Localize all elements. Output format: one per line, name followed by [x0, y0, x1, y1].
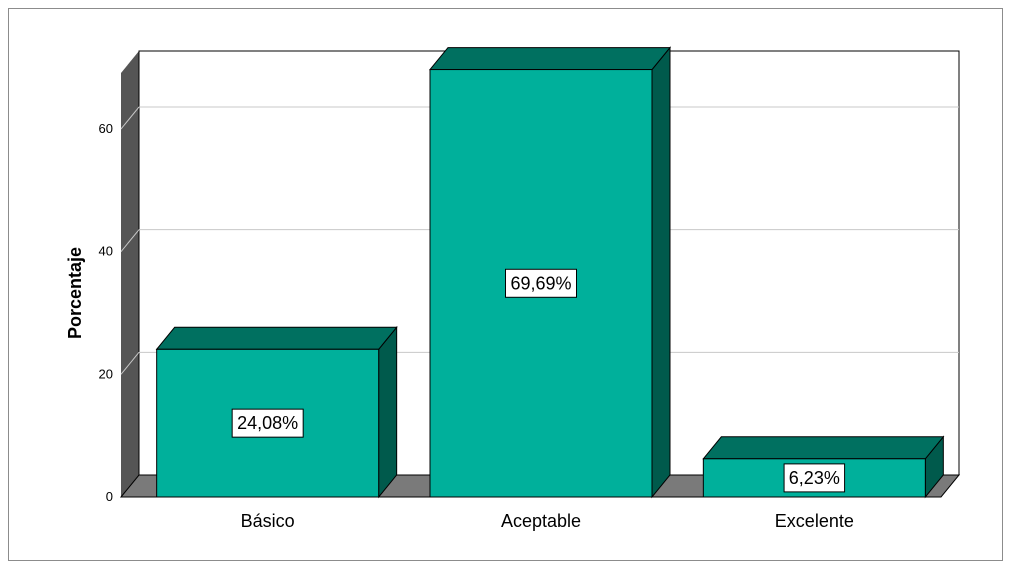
data-label-box	[231, 408, 304, 438]
left-wall	[121, 51, 139, 497]
data-label: 69,69%	[505, 268, 577, 298]
data-label-text: 69,69%	[510, 273, 571, 293]
y-tick-label: 0	[106, 489, 113, 504]
bar-side	[651, 46, 671, 499]
x-category-label: Aceptable	[501, 511, 581, 531]
bar-top	[155, 326, 398, 350]
bar-chart: 0 20 40 60 Básico Aceptable Excelente 24,08% 6…	[65, 46, 961, 531]
y-axis-label: Porcentaje	[65, 247, 85, 339]
bar-top	[702, 436, 945, 460]
bar-side	[378, 325, 398, 499]
data-label: 6,23%	[783, 463, 846, 493]
bars	[155, 46, 945, 499]
gridline-side	[120, 229, 140, 252]
x-category-label: Básico	[241, 511, 295, 531]
y-axis-ticks: 0 20 40 60	[99, 121, 113, 504]
data-label-box	[505, 268, 577, 298]
y-tick-label: 20	[99, 366, 113, 381]
bar-top	[428, 47, 672, 71]
data-label-box	[783, 463, 846, 493]
x-axis-categories: Básico Aceptable Excelente	[241, 511, 854, 531]
gridline-side	[120, 352, 140, 375]
y-tick-label: 40	[99, 244, 113, 259]
data-label-text: 24,08%	[237, 413, 298, 433]
x-category-label: Excelente	[775, 511, 854, 531]
data-label: 24,08%	[231, 408, 304, 438]
chart-frame: 0 20 40 60 Básico Aceptable Excelente 24,08% 6…	[8, 8, 1003, 561]
data-labels: 24,08% 69,69% 6,23%	[231, 268, 846, 493]
data-label-text: 6,23%	[789, 468, 840, 488]
gridline-side	[120, 106, 140, 130]
y-tick-label: 60	[99, 121, 113, 136]
